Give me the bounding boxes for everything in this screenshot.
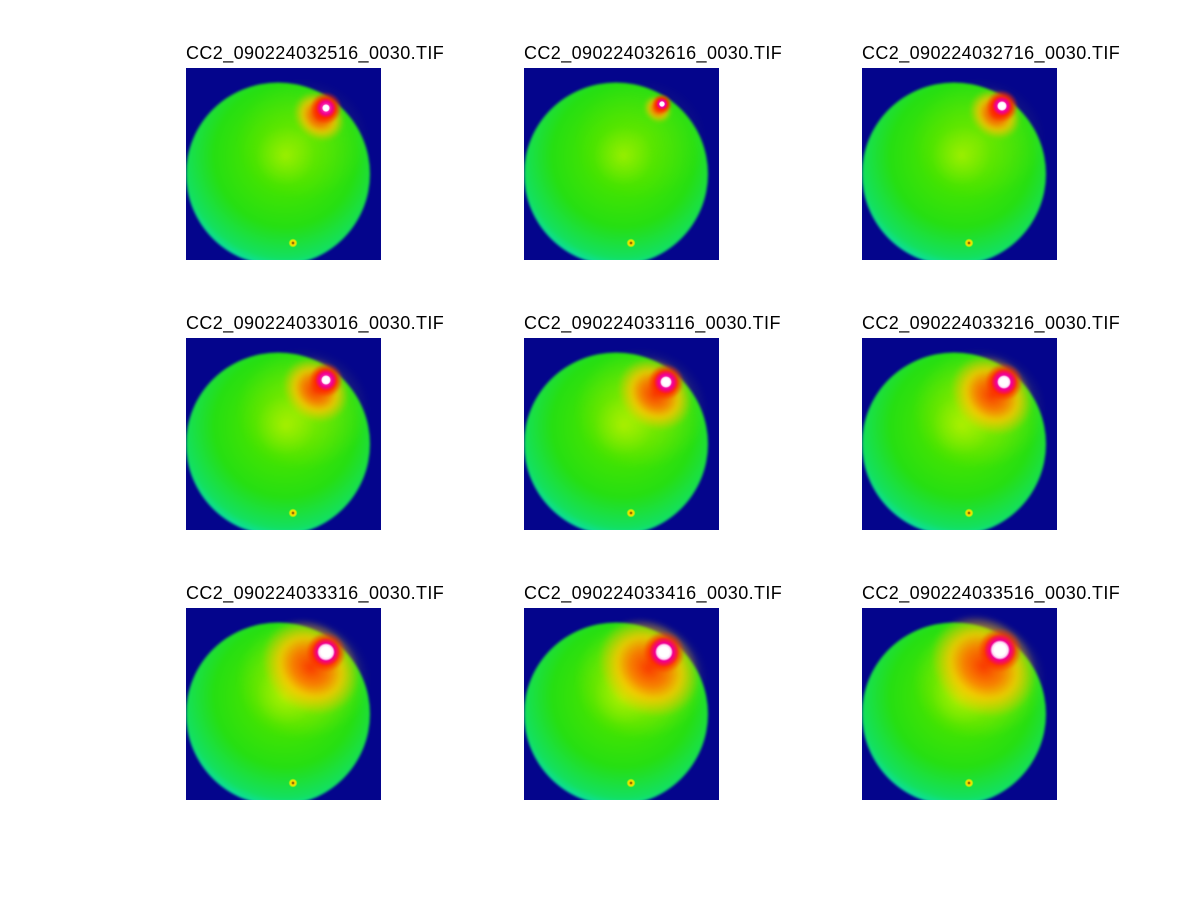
- hotspot-core: [317, 643, 336, 662]
- subplot-cell: CC2_090224032616_0030.TIF: [524, 42, 783, 260]
- subplot-cell: CC2_090224033316_0030.TIF: [186, 582, 445, 800]
- subplot-cell: CC2_090224033516_0030.TIF: [862, 582, 1121, 800]
- hotspot-core: [659, 101, 666, 108]
- panel-title: CC2_090224033116_0030.TIF: [524, 313, 781, 333]
- hotspot-core: [997, 101, 1008, 112]
- marker-dot: [964, 238, 974, 248]
- hotspot-core: [997, 375, 1012, 390]
- panel-title: CC2_090224033016_0030.TIF: [186, 313, 445, 333]
- subplot-cell: CC2_090224032516_0030.TIF: [186, 42, 445, 260]
- panel-title: CC2_090224032716_0030.TIF: [862, 43, 1121, 63]
- dish-blob: [524, 82, 708, 260]
- marker-dot: [288, 508, 298, 518]
- marker-dot: [626, 238, 636, 248]
- marker-dot: [288, 238, 298, 248]
- subplot-cell: CC2_090224033116_0030.TIF: [524, 312, 781, 530]
- subplot-cell: CC2_090224033016_0030.TIF: [186, 312, 445, 530]
- panel-title: CC2_090224033216_0030.TIF: [862, 313, 1121, 333]
- heatmap-panel: [524, 338, 719, 530]
- panel-title: CC2_090224033416_0030.TIF: [524, 583, 783, 603]
- hotspot-core: [322, 104, 331, 113]
- hotspot-core: [655, 643, 674, 662]
- marker-dot: [964, 508, 974, 518]
- heatmap-panel: [862, 608, 1057, 800]
- heatmap-panel: [186, 338, 381, 530]
- marker-dot: [288, 778, 298, 788]
- figure-grid: CC2_090224032516_0030.TIF CC2_0902240326…: [186, 42, 1121, 800]
- heatmap-panel: [186, 68, 381, 260]
- hotspot-core: [990, 640, 1011, 661]
- heatmap-panel: [862, 68, 1057, 260]
- warmth-wash: [575, 79, 707, 200]
- marker-dot: [626, 778, 636, 788]
- panel-title: CC2_090224033516_0030.TIF: [862, 583, 1121, 603]
- panel-title: CC2_090224033316_0030.TIF: [186, 583, 445, 603]
- hotspot-core: [321, 375, 332, 386]
- heatmap-panel: [524, 68, 719, 260]
- panel-title: CC2_090224032616_0030.TIF: [524, 43, 783, 63]
- marker-dot: [964, 778, 974, 788]
- subplot-cell: CC2_090224033216_0030.TIF: [862, 312, 1121, 530]
- heatmap-panel: [186, 608, 381, 800]
- heatmap-panel: [524, 608, 719, 800]
- heatmap-panel: [862, 338, 1057, 530]
- hotspot-core: [660, 376, 673, 389]
- subplot-cell: CC2_090224033416_0030.TIF: [524, 582, 783, 800]
- marker-dot: [626, 508, 636, 518]
- subplot-cell: CC2_090224032716_0030.TIF: [862, 42, 1121, 260]
- panel-title: CC2_090224032516_0030.TIF: [186, 43, 445, 63]
